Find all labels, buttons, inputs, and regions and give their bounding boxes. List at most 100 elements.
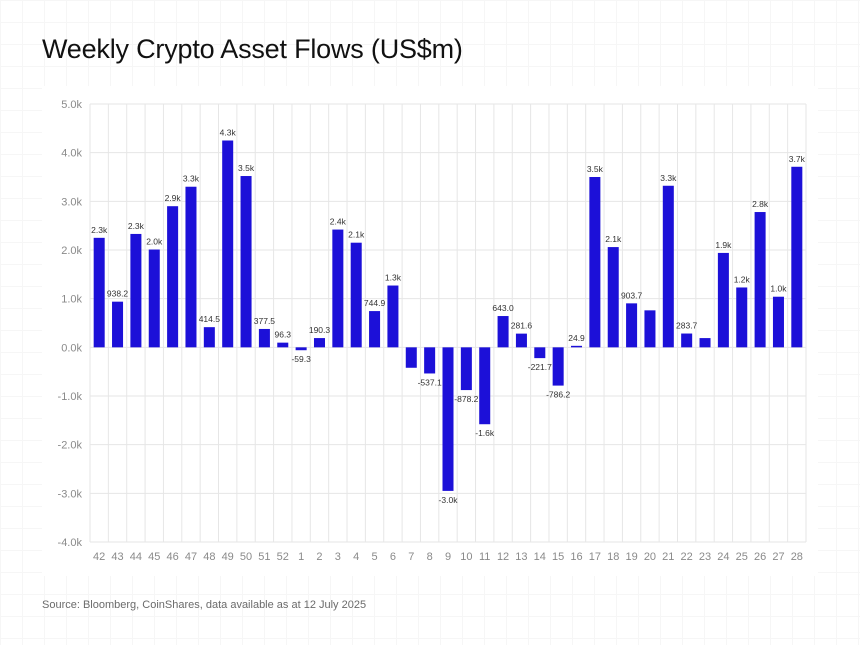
x-tick-label: 42	[93, 551, 105, 563]
bar-47	[185, 186, 197, 348]
bar-4	[350, 242, 362, 348]
bar-51	[258, 328, 270, 348]
data-label: 96.3	[274, 330, 291, 340]
data-label: -221.7	[528, 362, 552, 372]
bar-19	[626, 303, 638, 348]
x-tick-label: 20	[644, 551, 656, 563]
x-tick-label: 23	[699, 551, 711, 563]
x-tick-label: 25	[736, 551, 748, 563]
y-tick-label: 1.0k	[61, 294, 82, 306]
bar-1	[295, 347, 307, 351]
data-label: -3.0k	[439, 495, 459, 505]
data-label: 744.9	[364, 298, 386, 308]
data-label: 2.9k	[165, 193, 182, 203]
bar-48	[203, 327, 215, 348]
y-tick-label: -4.0k	[58, 537, 83, 549]
data-label: -537.1	[418, 377, 442, 387]
x-tick-label: 4	[353, 551, 359, 563]
chart-panel: 5.0k 4.0k 3.0k 2.0k 1.0k 0.0k -1.0k -2.0k -3.0k -…	[42, 86, 818, 576]
x-tick-label: 14	[534, 551, 546, 563]
x-tick-label: 45	[148, 551, 160, 563]
bar-26	[754, 212, 766, 348]
bar-9	[442, 347, 454, 491]
y-tick-label: -3.0k	[58, 488, 83, 500]
y-tick-label: -1.0k	[58, 391, 83, 403]
data-label: 2.1k	[348, 230, 365, 240]
x-tick-label: 21	[662, 551, 674, 563]
y-tick-label: -2.0k	[58, 440, 83, 452]
data-label: 2.0k	[146, 237, 163, 247]
bar-46	[167, 206, 179, 348]
data-label: 3.7k	[789, 154, 806, 164]
x-tick-label: 48	[203, 551, 215, 563]
data-label: 1.3k	[385, 273, 402, 283]
y-tick-label: 0.0k	[61, 342, 82, 354]
chart-title: Weekly Crypto Asset Flows (US$m)	[42, 34, 463, 64]
bar-18	[607, 247, 619, 348]
bar-17	[589, 177, 601, 348]
bar-22	[681, 333, 693, 348]
x-tick-label: 2	[316, 551, 322, 563]
y-tick-label: 3.0k	[61, 196, 82, 208]
bar-21	[662, 185, 674, 348]
bar-6	[387, 285, 399, 348]
x-tick-label: 10	[460, 551, 472, 563]
data-label: 3.5k	[587, 164, 604, 174]
bar-24	[717, 252, 729, 348]
x-tick-label: 17	[589, 551, 601, 563]
x-tick-label: 22	[681, 551, 693, 563]
x-tick-label: 24	[717, 551, 729, 563]
bar-43	[112, 301, 124, 348]
x-tick-label: 50	[240, 551, 252, 563]
x-tick-label: 18	[607, 551, 619, 563]
y-tick-label: 4.0k	[61, 148, 82, 160]
data-label: 190.3	[309, 325, 331, 335]
bar-10	[460, 347, 472, 391]
data-label: 377.5	[254, 316, 276, 326]
bar-20	[644, 310, 656, 348]
x-tick-label: 19	[625, 551, 637, 563]
data-label: 4.3k	[220, 128, 237, 138]
bar-27	[772, 296, 784, 348]
bar-49	[222, 140, 234, 348]
data-label: 3.3k	[660, 173, 677, 183]
data-label: 2.8k	[752, 199, 769, 209]
y-tick-label: 5.0k	[61, 99, 82, 111]
x-tick-label: 49	[222, 551, 234, 563]
x-tick-label: 1	[298, 551, 304, 563]
bar-13	[515, 333, 527, 348]
data-label: 1.9k	[715, 240, 732, 250]
x-tick-label: 8	[427, 551, 433, 563]
x-tick-label: 52	[277, 551, 289, 563]
x-tick-label: 46	[166, 551, 178, 563]
bar-14	[534, 347, 546, 359]
bar-42	[93, 237, 105, 348]
data-label: 2.3k	[91, 225, 108, 235]
data-label: 414.5	[199, 314, 221, 324]
x-tick-label: 51	[258, 551, 270, 563]
x-tick-label: 11	[479, 551, 490, 563]
bar-12	[497, 316, 509, 348]
bar-23	[699, 338, 711, 348]
bar-28	[791, 166, 803, 348]
data-label: 2.3k	[128, 221, 145, 231]
x-tick-label: 7	[408, 551, 414, 563]
x-tick-label: 47	[185, 551, 197, 563]
data-label: 283.7	[676, 321, 698, 331]
data-label: 1.2k	[734, 274, 751, 284]
data-label: 3.3k	[183, 174, 200, 184]
y-tick-label: 2.0k	[61, 245, 82, 257]
data-label: 643.0	[492, 303, 514, 313]
data-label: 938.2	[107, 289, 129, 299]
bar-25	[736, 287, 748, 348]
bar-8	[424, 347, 436, 374]
bar-16	[571, 345, 583, 348]
bar-5	[369, 311, 381, 348]
x-tick-label: 15	[552, 551, 564, 563]
data-label: -59.3	[291, 354, 311, 364]
data-label: 24.9	[568, 333, 585, 343]
x-tick-label: 28	[791, 551, 803, 563]
x-tick-label: 3	[335, 551, 341, 563]
bar-2	[313, 338, 325, 348]
x-tick-label: 13	[515, 551, 527, 563]
